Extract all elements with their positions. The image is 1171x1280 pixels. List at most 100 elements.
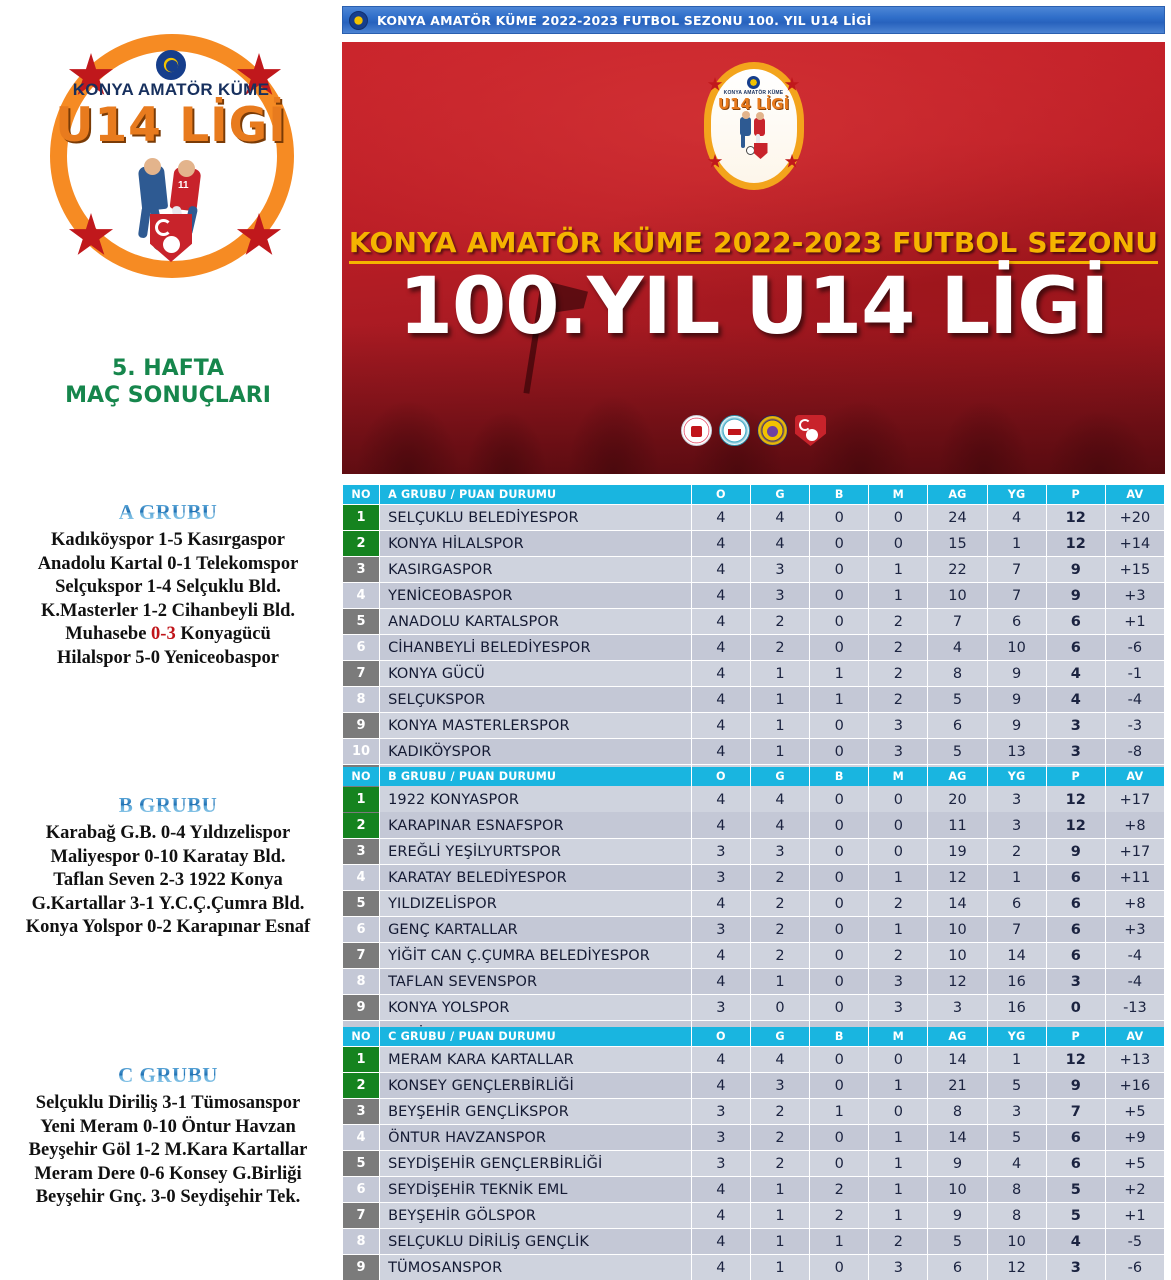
table-row[interactable]: 4 KARATAY BELEDİYESPOR 3 2 0 1 12 1 6 +11	[343, 865, 1164, 890]
table-row[interactable]: 9 KONYA MASTERLERSPOR 4 1 0 3 6 9 3 -3	[343, 713, 1164, 738]
home-team: G.Kartallar	[31, 893, 130, 914]
team-name-cell: 1922 KONYASPOR	[380, 787, 691, 812]
col-header-group-title[interactable]: A GRUBU / PUAN DURUMU	[380, 485, 691, 504]
col-header-g[interactable]: G	[750, 485, 810, 504]
col-header-ag[interactable]: AG	[928, 485, 987, 504]
table-row[interactable]: 4 ÖNTUR HAVZANSPOR 3 2 0 1 14 5 6 +9	[343, 1125, 1164, 1150]
stat-cell-m: 1	[869, 1151, 928, 1176]
table-row[interactable]: 7 BEYŞEHİR GÖLSPOR 4 1 2 1 9 8 5 +1	[343, 1203, 1164, 1228]
col-header-g[interactable]: G	[750, 767, 810, 786]
stat-cell-av: +5	[1105, 1151, 1164, 1176]
col-header-av[interactable]: AV	[1105, 767, 1164, 786]
stat-cell-ag: 20	[928, 787, 987, 812]
konya-askf-crest-icon	[747, 76, 760, 89]
col-header-p[interactable]: P	[1046, 1027, 1105, 1046]
table-row[interactable]: 6 CİHANBEYLİ BELEDİYESPOR 4 2 0 2 4 10 6 -6	[343, 635, 1164, 660]
table-row[interactable]: 2 KONYA HİLALSPOR 4 4 0 0 15 1 12 +14	[343, 531, 1164, 556]
stat-cell-ag: 6	[928, 1255, 987, 1280]
table-row[interactable]: 5 YILDIZELİSPOR 4 2 0 2 14 6 6 +8	[343, 891, 1164, 916]
table-row[interactable]: 7 YİĞİT CAN Ç.ÇUMRA BELEDİYESPOR 4 2 0 2 10 14 6…	[343, 943, 1164, 968]
col-header-o[interactable]: O	[691, 767, 750, 786]
stat-cell-b: 0	[810, 943, 869, 968]
col-header-b[interactable]: B	[810, 1027, 869, 1046]
table-row[interactable]: 3 KASIRGASPOR 4 3 0 1 22 7 9 +15	[343, 557, 1164, 582]
stat-cell-yg: 10	[987, 635, 1046, 660]
results-group-title: B GRUBU	[0, 793, 336, 818]
col-header-group-title[interactable]: B GRUBU / PUAN DURUMU	[380, 767, 691, 786]
table-row[interactable]: 3 BEYŞEHİR GENÇLİKSPOR 3 2 1 0 8 3 7 +5	[343, 1099, 1164, 1124]
col-header-o[interactable]: O	[691, 485, 750, 504]
team-name-cell: KONYA GÜCÜ	[380, 661, 691, 686]
away-team: Yıldızelispor	[185, 823, 291, 843]
col-header-no[interactable]: NO	[343, 1027, 380, 1046]
home-team: Yeni Meram	[40, 1116, 143, 1137]
table-row[interactable]: 1 MERAM KARA KARTALLAR 4 4 0 0 14 1 12 +13	[343, 1047, 1164, 1072]
col-header-m[interactable]: M	[869, 1027, 928, 1046]
col-header-b[interactable]: B	[810, 485, 869, 504]
col-header-p[interactable]: P	[1046, 485, 1105, 504]
stat-cell-p: 5	[1046, 1203, 1105, 1228]
rank-cell: 7	[343, 943, 380, 968]
table-row[interactable]: 6 GENÇ KARTALLAR 3 2 0 1 10 7 6 +3	[343, 917, 1164, 942]
table-row[interactable]: 5 SEYDİŞEHİR GENÇLERBİRLİĞİ 3 2 0 1 9 4 6 +5	[343, 1151, 1164, 1176]
stat-cell-o: 4	[691, 505, 750, 530]
col-header-p[interactable]: P	[1046, 767, 1105, 786]
table-row[interactable]: 8 SELÇUKLU DİRİLİŞ GENÇLİK 4 1 1 2 5 10 4 -5	[343, 1229, 1164, 1254]
col-header-group-title[interactable]: C GRUBU / PUAN DURUMU	[380, 1027, 691, 1046]
stat-cell-m: 1	[869, 583, 928, 608]
table-row[interactable]: 5 ANADOLU KARTALSPOR 4 2 0 2 7 6 6 +1	[343, 609, 1164, 634]
stat-cell-m: 2	[869, 891, 928, 916]
table-row[interactable]: 8 TAFLAN SEVENSPOR 4 1 0 3 12 16 3 -4	[343, 969, 1164, 994]
col-header-yg[interactable]: YG	[987, 767, 1046, 786]
col-header-b[interactable]: B	[810, 767, 869, 786]
stat-cell-p: 6	[1046, 865, 1105, 890]
team-name-cell: MERAM KARA KARTALLAR	[380, 1047, 691, 1072]
table-row[interactable]: 1 1922 KONYASPOR 4 4 0 0 20 3 12 +17	[343, 787, 1164, 812]
table-row[interactable]: 10 KADIKÖYSPOR 4 1 0 3 5 13 3 -8	[343, 739, 1164, 764]
table-row[interactable]: 2 KARAPINAR ESNAFSPOR 4 4 0 0 11 3 12 +8	[343, 813, 1164, 838]
away-team: Karatay Bld.	[178, 846, 286, 867]
table-row[interactable]: 9 TÜMOSANSPOR 4 1 0 3 6 12 3 -6	[343, 1255, 1164, 1280]
stat-cell-p: 6	[1046, 1125, 1105, 1150]
col-header-no[interactable]: NO	[343, 767, 380, 786]
banner-subtitle: KONYA AMATÖR KÜME 2022-2023 FUTBOL SEZON…	[342, 226, 1165, 264]
table-row[interactable]: 1 SELÇUKLU BELEDİYESPOR 4 4 0 0 24 4 12 +20	[343, 505, 1164, 530]
col-header-g[interactable]: G	[750, 1027, 810, 1046]
table-row[interactable]: 3 EREĞLİ YEŞİLYURTSPOR 3 3 0 0 19 2 9 +17	[343, 839, 1164, 864]
team-name-cell: YILDIZELİSPOR	[380, 891, 691, 916]
match-result-line: Selçukspor 1-4 Selçuklu Bld.	[0, 576, 336, 600]
col-header-m[interactable]: M	[869, 767, 928, 786]
stat-cell-o: 4	[691, 583, 750, 608]
col-header-no[interactable]: NO	[343, 485, 380, 504]
table-row[interactable]: 4 YENİCEOBASPOR 4 3 0 1 10 7 9 +3	[343, 583, 1164, 608]
stat-cell-av: +13	[1105, 1047, 1164, 1072]
stat-cell-o: 4	[691, 1177, 750, 1202]
stat-cell-b: 0	[810, 505, 869, 530]
col-header-av[interactable]: AV	[1105, 1027, 1164, 1046]
col-header-ag[interactable]: AG	[928, 1027, 987, 1046]
team-name-cell: YİĞİT CAN Ç.ÇUMRA BELEDİYESPOR	[380, 943, 691, 968]
away-team: 1922 Konya	[184, 870, 283, 890]
stat-cell-m: 3	[869, 969, 928, 994]
table-row[interactable]: 2 KONSEY GENÇLERBİRLİĞİ 4 3 0 1 21 5 9 +16	[343, 1073, 1164, 1098]
col-header-m[interactable]: M	[869, 485, 928, 504]
stat-cell-yg: 1	[987, 865, 1046, 890]
match-result-line: K.Masterler 1-2 Cihanbeyli Bld.	[0, 600, 336, 624]
stat-cell-m: 2	[869, 635, 928, 660]
table-row[interactable]: 6 SEYDİŞEHİR TEKNİK EML 4 1 2 1 10 8 5 +2	[343, 1177, 1164, 1202]
col-header-o[interactable]: O	[691, 1027, 750, 1046]
col-header-yg[interactable]: YG	[987, 485, 1046, 504]
col-header-yg[interactable]: YG	[987, 1027, 1046, 1046]
table-row[interactable]: 8 SELÇUKSPOR 4 1 1 2 5 9 4 -4	[343, 687, 1164, 712]
away-team: Yeniceobaspor	[159, 647, 280, 668]
stat-cell-av: +16	[1105, 1073, 1164, 1098]
main-content: KONYA AMATÖR KÜME 2022-2023 FUTBOL SEZON…	[336, 0, 1171, 1280]
col-header-ag[interactable]: AG	[928, 767, 987, 786]
stat-cell-o: 3	[691, 1099, 750, 1124]
table-row[interactable]: 7 KONYA GÜCÜ 4 1 1 2 8 9 4 -1	[343, 661, 1164, 686]
stat-cell-b: 0	[810, 839, 869, 864]
table-row[interactable]: 9 KONYA YOLSPOR 3 0 0 3 3 16 0 -13	[343, 995, 1164, 1020]
rank-cell: 3	[343, 839, 380, 864]
stat-cell-av: -3	[1105, 713, 1164, 738]
col-header-av[interactable]: AV	[1105, 485, 1164, 504]
